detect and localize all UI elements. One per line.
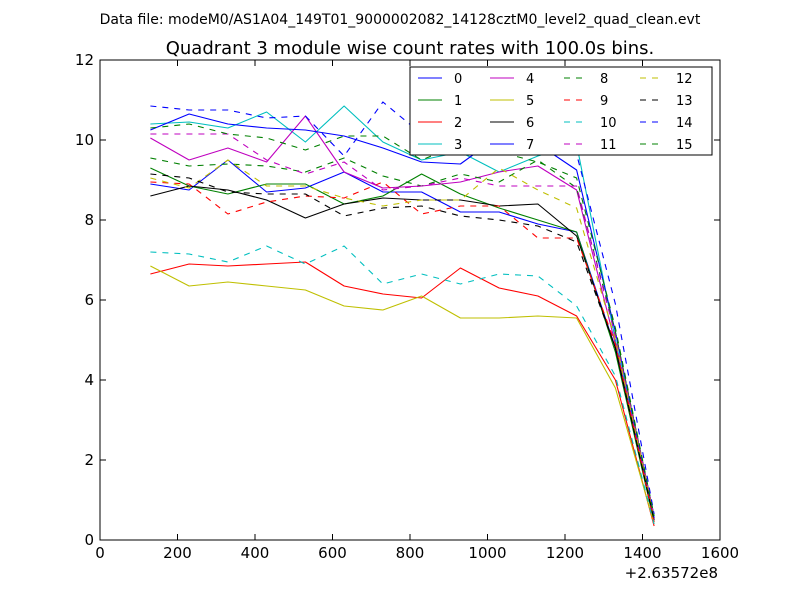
legend-label-11: 11	[600, 138, 617, 153]
legend-label-7: 7	[526, 138, 534, 153]
series-line-8	[150, 157, 655, 517]
series-line-4	[150, 115, 655, 519]
legend-label-1: 1	[454, 94, 462, 109]
legend-label-12: 12	[676, 72, 693, 87]
x-offset-label: +2.63572e8	[625, 564, 718, 582]
x-tick-label: 400	[241, 544, 270, 562]
axes-frame	[99, 59, 721, 541]
legend-label-3: 3	[454, 138, 462, 153]
series-line-13	[150, 173, 655, 521]
y-tick-label: 4	[84, 371, 94, 389]
series-line-15	[150, 123, 655, 517]
legend-label-9: 9	[600, 94, 608, 109]
series-line-12	[150, 159, 655, 519]
legend-label-6: 6	[526, 116, 534, 131]
legend-label-10: 10	[600, 116, 617, 131]
chart-title: Quadrant 3 module wise count rates with …	[166, 38, 655, 59]
legend-label-8: 8	[600, 72, 608, 87]
figure-suptitle: Data file: modeM0/AS1A04_149T01_90000020…	[100, 12, 701, 28]
legend-label-15: 15	[676, 138, 693, 153]
legend-label-13: 13	[676, 94, 693, 109]
series-line-7	[150, 113, 655, 519]
y-tick-label: 6	[84, 291, 94, 309]
legend-box	[409, 66, 713, 156]
series-line-9	[150, 181, 655, 523]
x-tick-label: 800	[396, 544, 425, 562]
series-line-5	[150, 265, 655, 525]
x-tick-label: 200	[163, 544, 192, 562]
x-tick-label: 0	[95, 544, 105, 562]
legend-label-2: 2	[454, 116, 462, 131]
series-line-6	[150, 185, 655, 521]
series-line-10	[150, 245, 655, 525]
series-line-2	[150, 261, 655, 527]
x-tick-label: 1200	[546, 544, 584, 562]
series-line-11	[150, 133, 655, 517]
y-tick-label: 8	[84, 211, 94, 229]
legend-label-4: 4	[526, 72, 534, 87]
y-tick-label: 0	[84, 531, 94, 549]
series-line-14	[150, 101, 655, 515]
legend-label-14: 14	[676, 116, 693, 131]
x-tick-label: 1600	[701, 544, 739, 562]
legend-label-0: 0	[454, 72, 462, 87]
y-tick-label: 2	[84, 451, 94, 469]
x-tick-label: 1400	[623, 544, 661, 562]
y-tick-label: 10	[75, 131, 94, 149]
y-tick-label: 12	[75, 51, 94, 69]
legend-label-5: 5	[526, 94, 534, 109]
x-tick-label: 600	[318, 544, 347, 562]
x-tick-label: 1000	[468, 544, 506, 562]
